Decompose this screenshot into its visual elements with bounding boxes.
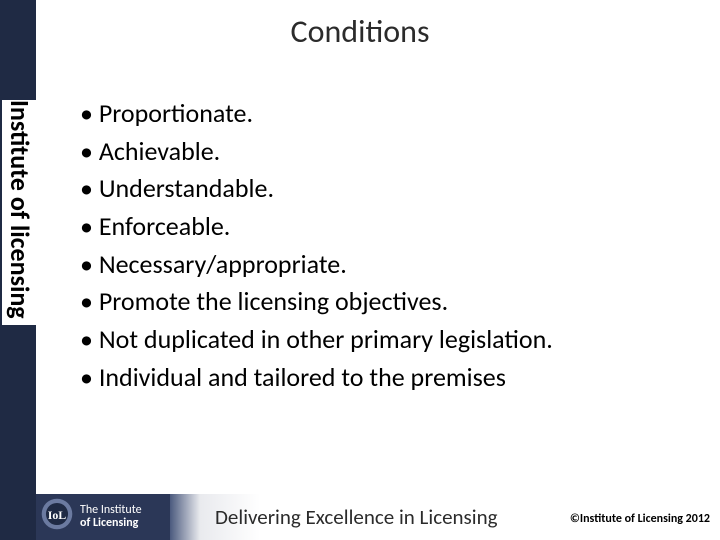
bullet-item: Promote the licensing objectives. [80,283,700,321]
bullet-item: Proportionate. [80,95,700,133]
slide: Conditions Institute of licensing Propor… [0,0,720,540]
bullet-item: Achievable. [80,133,700,171]
sidebar-vertical-label: Institute of licensing [2,100,38,325]
footer-tagline: Delivering Excellence in Licensing [215,504,498,530]
bullet-item: Not duplicated in other primary legislat… [80,321,700,359]
bullet-list: Proportionate. Achievable. Understandabl… [80,95,700,397]
footer-logo-line2: of Licensing [80,517,142,530]
logo-icon: IoL [40,497,74,536]
bullet-item: Understandable. [80,170,700,208]
slide-title: Conditions [0,12,720,51]
footer-copyright: ©Institute of Licensing 2012 [570,512,710,526]
bullet-item: Individual and tailored to the premises [80,359,700,397]
bullet-item: Necessary/appropriate. [80,246,700,284]
footer-logo: IoL The Institute of Licensing [40,497,142,536]
svg-text:IoL: IoL [48,508,67,522]
footer-logo-text: The Institute of Licensing [80,504,142,529]
footer-logo-line1: The Institute [80,504,142,517]
bullet-item: Enforceable. [80,208,700,246]
